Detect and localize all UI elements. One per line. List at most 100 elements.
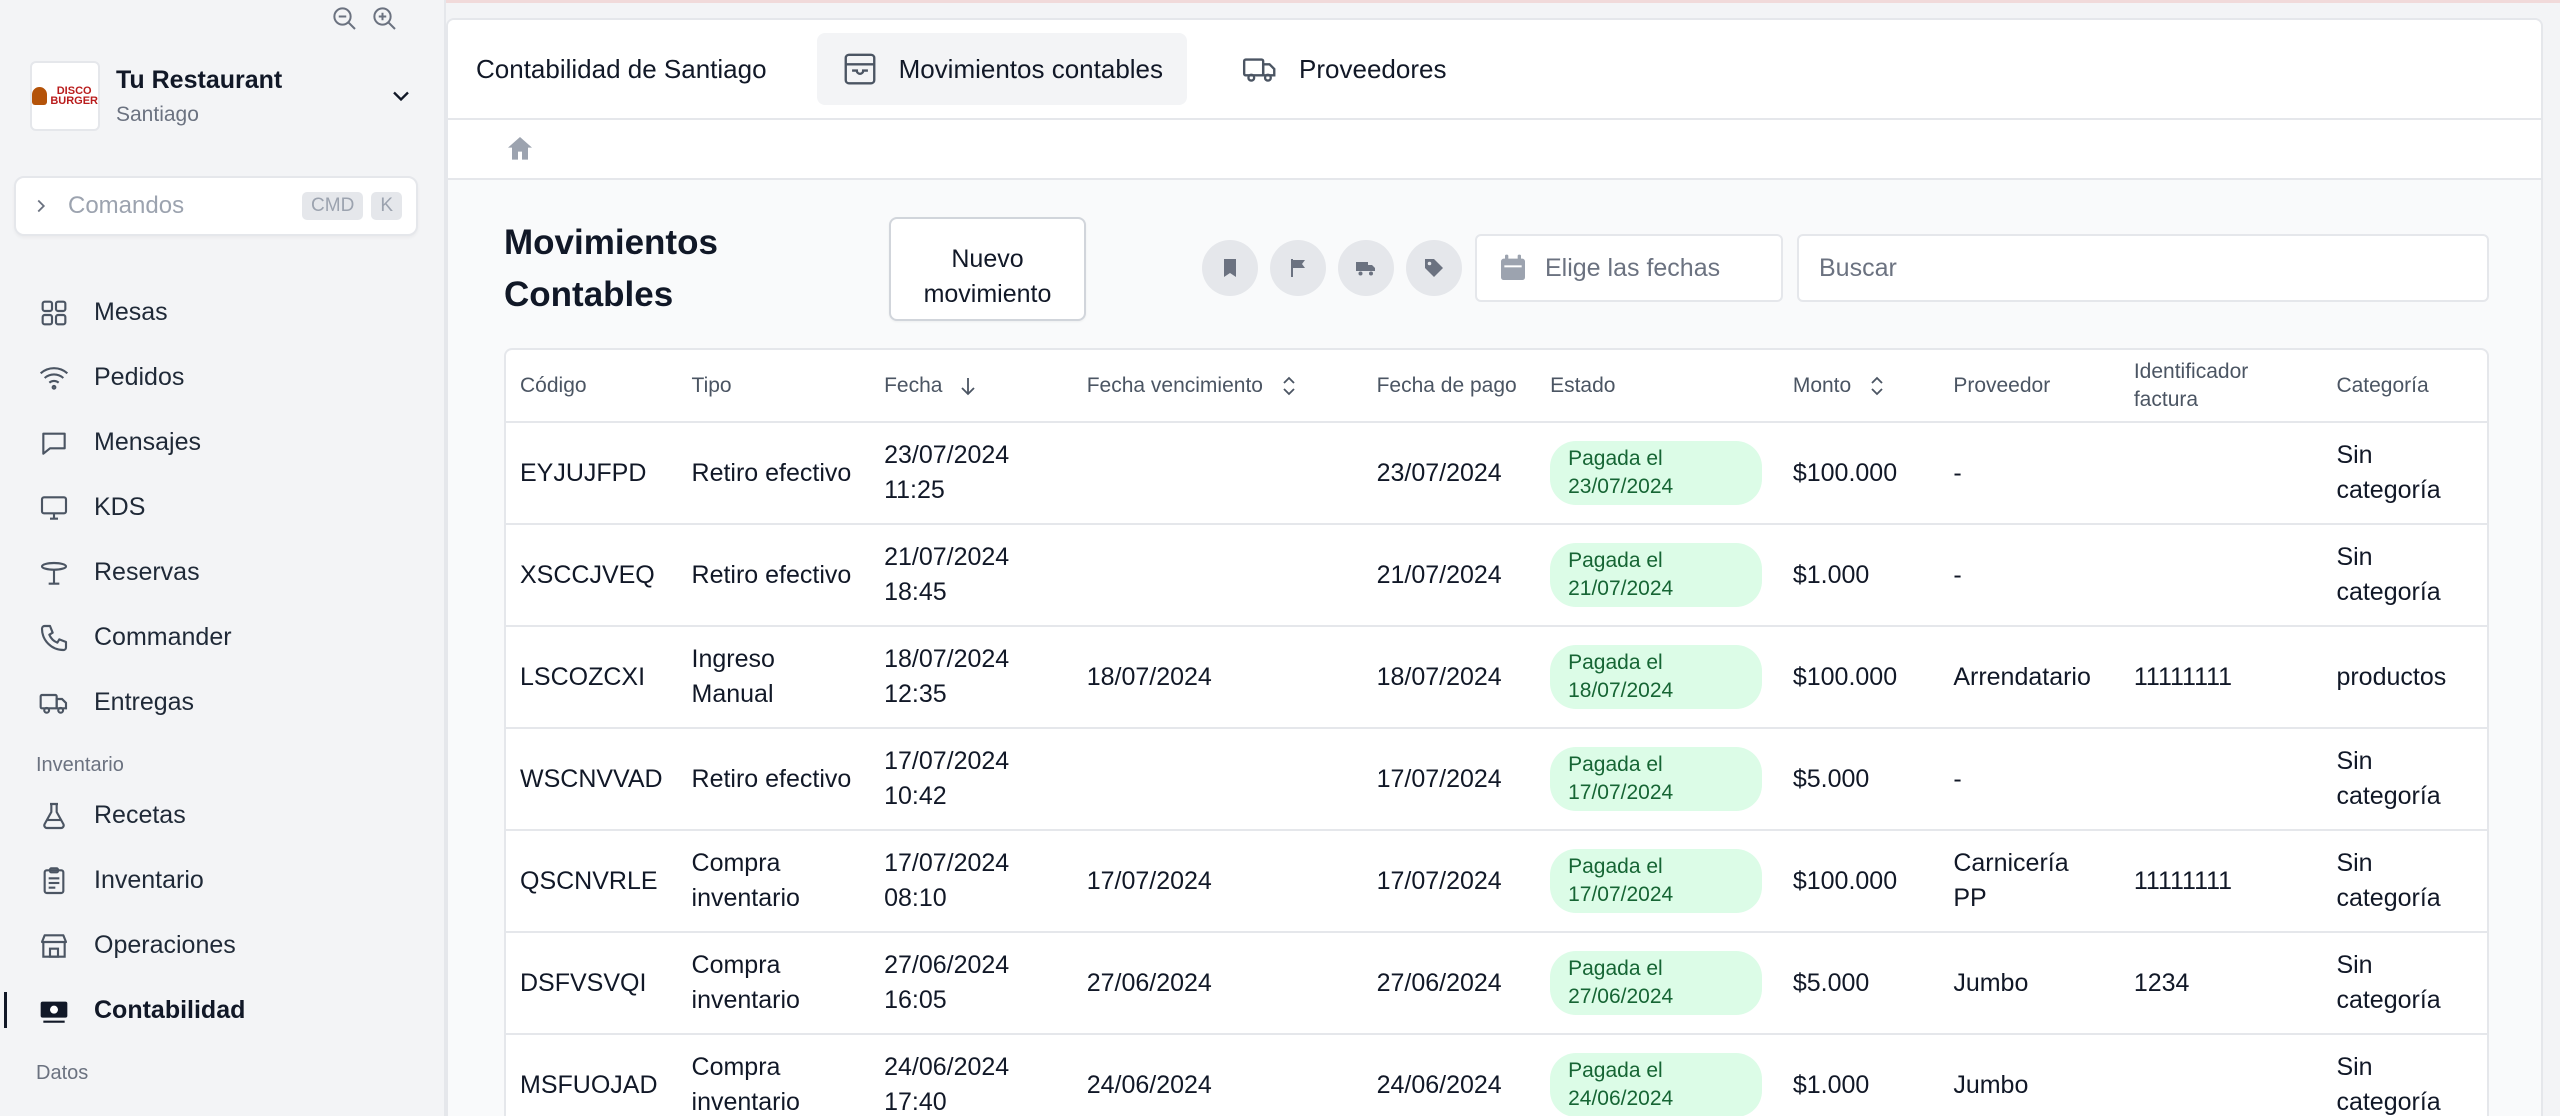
- chat-icon: [42, 432, 66, 455]
- zoom-out-icon[interactable]: [330, 4, 360, 39]
- cell-tipo: Compra inventario: [677, 830, 871, 933]
- cell-pago: 17/07/2024: [1362, 728, 1537, 831]
- tab-label: Movimientos contables: [898, 53, 1164, 84]
- cell-proveedor: -: [1939, 524, 2120, 627]
- cell-vencimiento: 17/07/2024: [1072, 830, 1363, 933]
- cell-proveedor: Jumbo: [1939, 932, 2120, 1035]
- sidebar-item-label: Mesas: [94, 298, 168, 326]
- tab-contabilidad-santiago[interactable]: Contabilidad de Santiago: [476, 33, 791, 105]
- status-badge: Pagada el 23/07/2024: [1550, 441, 1763, 505]
- table-row[interactable]: XSCCJVEQ Retiro efectivo 21/07/2024 18:4…: [506, 524, 2487, 627]
- sidebar-item-label: Entregas: [94, 688, 195, 716]
- sort-icon: [1283, 376, 1295, 395]
- status-badge: Pagada el 27/06/2024: [1550, 951, 1763, 1015]
- table-row[interactable]: DSFVSVQI Compra inventario 27/06/2024 16…: [506, 932, 2487, 1035]
- command-palette-button[interactable]: Comandos CMD K: [14, 176, 418, 236]
- flag-filter-button[interactable]: [1270, 240, 1326, 296]
- cell-codigo: LSCOZCXI: [506, 626, 678, 729]
- breadcrumb: [448, 120, 2541, 180]
- col-label: Fecha: [884, 373, 943, 397]
- search-input[interactable]: [1797, 234, 2489, 302]
- restaurant-location: Santiago: [116, 102, 199, 126]
- cell-tipo: Compra inventario: [677, 932, 871, 1035]
- table-header-row: Código Tipo Fecha Fecha vencimiento Fech…: [506, 350, 2487, 423]
- cell-monto: $100.000: [1778, 422, 1940, 525]
- clipboard-icon: [43, 866, 65, 894]
- table-row[interactable]: EYJUJFPD Retiro efectivo 23/07/2024 11:2…: [506, 422, 2487, 525]
- col-tipo[interactable]: Tipo: [677, 350, 871, 423]
- sidebar-item-reservas[interactable]: Reservas: [0, 540, 446, 605]
- zoom-in-icon[interactable]: [370, 4, 400, 39]
- cell-fecha: 21/07/2024 18:45: [870, 524, 1073, 627]
- cell-proveedor: -: [1939, 422, 2120, 525]
- cell-factura: [2119, 728, 2323, 831]
- table-row[interactable]: MSFUOJAD Compra inventario 24/06/2024 17…: [506, 1034, 2487, 1116]
- sidebar-item-label: Contabilidad: [94, 996, 246, 1024]
- restaurant-name: Tu Restaurant: [116, 65, 283, 94]
- cell-codigo: DSFVSVQI: [506, 932, 678, 1035]
- chevron-down-icon[interactable]: [387, 82, 415, 110]
- cell-estado: Pagada el 27/06/2024: [1536, 932, 1779, 1035]
- col-fecha[interactable]: Fecha: [870, 350, 1073, 423]
- bookmark-filter-button[interactable]: [1202, 240, 1258, 296]
- tab-label: Proveedores: [1299, 53, 1447, 84]
- sidebar-item-inventario[interactable]: Inventario: [0, 848, 446, 913]
- flag-icon: [1291, 259, 1305, 277]
- monitor-icon: [40, 495, 68, 520]
- table-icon: [40, 561, 68, 585]
- sidebar-item-commander[interactable]: Commander: [0, 605, 446, 670]
- truck-filter-button[interactable]: [1338, 240, 1394, 296]
- new-movement-button[interactable]: Nuevo movimiento: [889, 217, 1086, 321]
- arrow-down-icon: [961, 377, 976, 395]
- top-tabs: Contabilidad de Santiago Movimientos con…: [448, 20, 2541, 120]
- sidebar-item-mesas[interactable]: Mesas: [0, 280, 446, 345]
- tab-movimientos-contables[interactable]: Movimientos contables: [816, 33, 1188, 105]
- flask-icon: [43, 802, 65, 829]
- store-icon: [40, 933, 68, 958]
- cell-estado: Pagada el 17/07/2024: [1536, 728, 1779, 831]
- col-categoria[interactable]: Categoría: [2322, 350, 2487, 423]
- cell-pago: 24/06/2024: [1362, 1034, 1537, 1116]
- table-row[interactable]: QSCNVRLE Compra inventario 17/07/2024 08…: [506, 830, 2487, 933]
- tag-filter-button[interactable]: [1406, 240, 1462, 296]
- cell-tipo: Compra inventario: [677, 1034, 871, 1116]
- col-estado[interactable]: Estado: [1536, 350, 1779, 423]
- col-vencimiento[interactable]: Fecha vencimiento: [1072, 350, 1363, 423]
- sidebar-item-contabilidad[interactable]: Contabilidad: [0, 978, 446, 1043]
- truck-icon: [39, 693, 68, 714]
- k-key: K: [371, 192, 402, 220]
- cash-icon: [40, 1001, 68, 1023]
- sidebar-item-entregas[interactable]: Entregas: [0, 670, 446, 735]
- col-codigo[interactable]: Código: [506, 350, 678, 423]
- date-range-picker[interactable]: Elige las fechas: [1475, 234, 1783, 302]
- col-factura[interactable]: Identificador factura: [2119, 350, 2323, 423]
- cell-factura: 11111111: [2119, 830, 2323, 933]
- sidebar-item-operaciones[interactable]: Operaciones: [0, 913, 446, 978]
- tab-proveedores[interactable]: Proveedores: [1217, 33, 1470, 105]
- sidebar-item-kds[interactable]: KDS: [0, 475, 446, 540]
- cell-categoria: Sin categoría: [2322, 728, 2487, 831]
- section-label-inventario: Inventario: [36, 754, 124, 776]
- col-proveedor[interactable]: Proveedor: [1939, 350, 2120, 423]
- cell-categoria: Sin categoría: [2322, 830, 2487, 933]
- sidebar-item-mensajes[interactable]: Mensajes: [0, 410, 446, 475]
- truck-icon: [1243, 58, 1276, 82]
- main-panel: Contabilidad de Santiago Movimientos con…: [446, 18, 2543, 1116]
- sidebar-item-label: Operaciones: [94, 931, 236, 959]
- col-label: Fecha vencimiento: [1086, 373, 1263, 397]
- cell-estado: Pagada el 21/07/2024: [1536, 524, 1779, 627]
- cell-codigo: XSCCJVEQ: [506, 524, 678, 627]
- cell-codigo: QSCNVRLE: [506, 830, 678, 933]
- cell-factura: [2119, 422, 2323, 525]
- page-title: Movimientos Contables: [504, 223, 718, 314]
- sidebar-item-pedidos[interactable]: Pedidos: [0, 345, 446, 410]
- cell-pago: 21/07/2024: [1362, 524, 1537, 627]
- table-row[interactable]: LSCOZCXI Ingreso Manual 18/07/2024 12:35…: [506, 626, 2487, 729]
- sort-icon: [1871, 376, 1883, 395]
- col-pago[interactable]: Fecha de pago: [1362, 350, 1537, 423]
- restaurant-switcher[interactable]: DISCO BURGER Tu Restaurant Santiago: [30, 60, 415, 132]
- home-icon[interactable]: [504, 133, 536, 165]
- sidebar-item-recetas[interactable]: Recetas: [0, 783, 446, 848]
- col-monto[interactable]: Monto: [1778, 350, 1940, 423]
- table-row[interactable]: WSCNVVAD Retiro efectivo 17/07/2024 10:4…: [506, 728, 2487, 831]
